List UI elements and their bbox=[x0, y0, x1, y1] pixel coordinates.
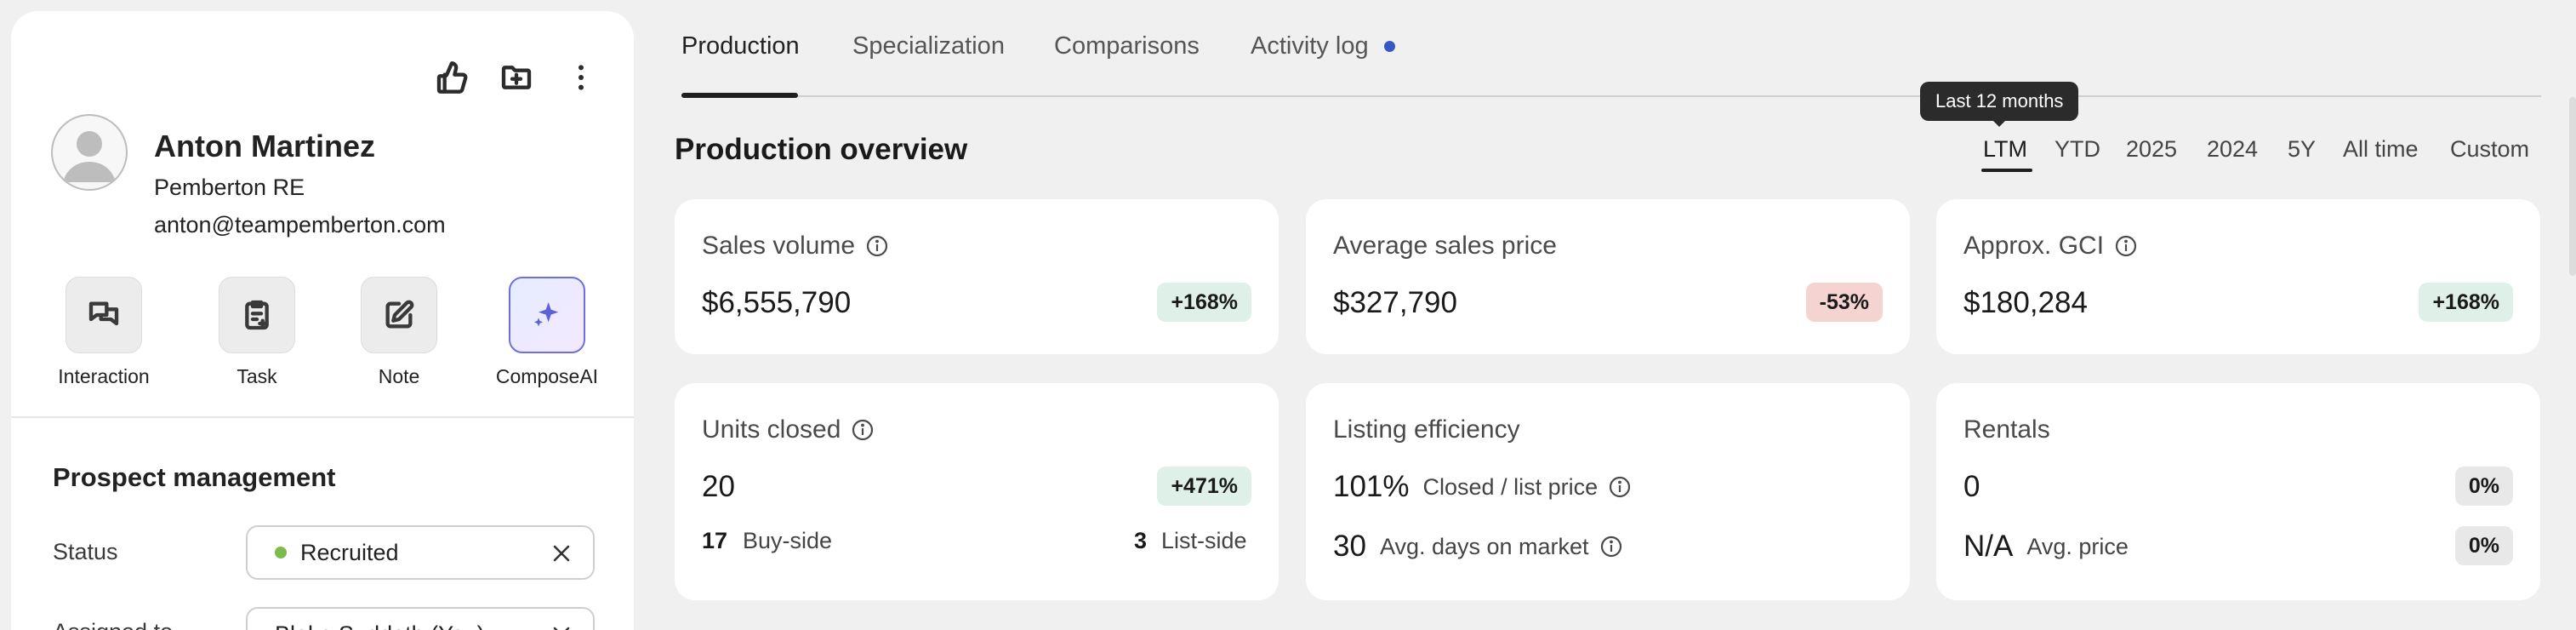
prospect-management-title: Prospect management bbox=[53, 462, 336, 492]
clear-status-icon[interactable] bbox=[550, 542, 573, 564]
task-label: Task bbox=[237, 365, 277, 387]
interaction-label: Interaction bbox=[58, 365, 150, 387]
list-side-count: 3 bbox=[1134, 528, 1148, 553]
compose-ai-label: ComposeAI bbox=[495, 365, 599, 387]
listing-efficiency-title: Listing efficiency bbox=[1333, 415, 1520, 444]
folder-plus-icon[interactable] bbox=[498, 59, 535, 96]
status-value: Recruited bbox=[300, 539, 399, 565]
days-on-market-value: 30 bbox=[1333, 530, 1366, 563]
contact-name: Anton Martinez bbox=[154, 129, 375, 163]
divider bbox=[11, 416, 634, 418]
closed-list-price-value: 101% bbox=[1333, 470, 1410, 503]
period-ytd[interactable]: YTD bbox=[2055, 136, 2100, 162]
approx-gci-card[interactable]: Approx. GCI $180,284 +168% bbox=[1936, 199, 2540, 354]
rentals-value: 0 bbox=[1963, 470, 1980, 503]
approx-gci-title: Approx. GCI bbox=[1963, 232, 2138, 261]
task-button[interactable]: Task bbox=[189, 277, 325, 388]
interaction-button[interactable]: Interaction bbox=[36, 277, 172, 388]
compose-ai-button[interactable]: ComposeAI bbox=[479, 277, 615, 388]
info-icon[interactable] bbox=[1599, 535, 1623, 558]
clear-assigned-icon[interactable] bbox=[550, 624, 573, 630]
note-label: Note bbox=[378, 365, 420, 387]
units-closed-card[interactable]: Units closed 20 +471% 17 Buy-side 3 List… bbox=[675, 383, 1279, 600]
average-sales-price-card[interactable]: Average sales price $327,790 -53% bbox=[1306, 199, 1910, 354]
note-button[interactable]: Note bbox=[331, 277, 467, 388]
rentals-avg-price-label: Avg. price bbox=[2026, 533, 2129, 559]
listing-efficiency-card[interactable]: Listing efficiency 101% Closed / list pr… bbox=[1306, 383, 1910, 600]
rentals-avg-price-row: N/A Avg. price bbox=[1963, 530, 2129, 564]
info-icon[interactable] bbox=[865, 234, 889, 258]
days-on-market-row: 30 Avg. days on market bbox=[1333, 530, 1623, 564]
approx-gci-value: $180,284 bbox=[1963, 286, 2088, 319]
task-icon bbox=[219, 277, 295, 353]
rentals-avg-price-badge: 0% bbox=[2454, 526, 2513, 565]
period-ltm[interactable]: LTM bbox=[1983, 136, 2027, 162]
rentals-label: Rentals bbox=[1963, 415, 2050, 444]
contact-panel: Anton Martinez Pemberton RE anton@teampe… bbox=[11, 11, 634, 630]
period-2025[interactable]: 2025 bbox=[2126, 136, 2178, 162]
contact-company: Pemberton RE bbox=[154, 175, 305, 200]
rentals-card[interactable]: Rentals 0 0% N/A Avg. price 0% bbox=[1936, 383, 2540, 600]
more-vertical-icon[interactable] bbox=[562, 59, 600, 96]
active-tab-indicator bbox=[681, 93, 798, 98]
units-closed-label: Units closed bbox=[702, 415, 841, 444]
period-5y[interactable]: 5Y bbox=[2288, 136, 2317, 162]
active-period-indicator bbox=[1981, 169, 2032, 172]
scrollbar[interactable] bbox=[2569, 97, 2576, 276]
tab-production[interactable]: Production bbox=[681, 32, 800, 60]
info-icon[interactable] bbox=[851, 418, 875, 442]
sales-volume-card[interactable]: Sales volume $6,555,790 +168% bbox=[675, 199, 1279, 354]
days-on-market-label: Avg. days on market bbox=[1379, 533, 1589, 559]
status-label: Status bbox=[53, 539, 118, 564]
sales-volume-title: Sales volume bbox=[702, 232, 889, 261]
listing-efficiency-label: Listing efficiency bbox=[1333, 415, 1520, 444]
units-closed-value: 20 bbox=[702, 470, 735, 503]
assigned-to-label: Assigned to bbox=[53, 619, 173, 630]
sales-volume-change-badge: +168% bbox=[1157, 283, 1251, 322]
quick-actions: Interaction Task Note ComposeAI bbox=[11, 277, 634, 404]
sales-volume-label: Sales volume bbox=[702, 232, 856, 260]
production-overview-title: Production overview bbox=[675, 133, 968, 166]
tab-activity-log[interactable]: Activity log bbox=[1251, 32, 1395, 60]
sales-volume-value: $6,555,790 bbox=[702, 286, 852, 319]
closed-list-price-row: 101% Closed / list price bbox=[1333, 470, 1632, 504]
approx-gci-change-badge: +168% bbox=[2419, 283, 2513, 322]
contact-actions bbox=[433, 59, 600, 96]
list-side-label: List-side bbox=[1161, 528, 1247, 553]
tab-bar bbox=[681, 0, 2541, 97]
period-2024[interactable]: 2024 bbox=[2207, 136, 2259, 162]
period-all-time[interactable]: All time bbox=[2343, 136, 2419, 162]
assigned-to-value: Blake Suddath (You) bbox=[275, 621, 485, 630]
average-sales-price-title: Average sales price bbox=[1333, 232, 1557, 261]
thumbs-up-icon[interactable] bbox=[433, 59, 470, 96]
avatar[interactable] bbox=[51, 114, 128, 191]
closed-list-price-label: Closed / list price bbox=[1422, 473, 1599, 500]
tab-comparisons[interactable]: Comparisons bbox=[1054, 32, 1200, 60]
tab-specialization[interactable]: Specialization bbox=[852, 32, 1005, 60]
status-dot bbox=[275, 547, 287, 558]
buy-side-label: Buy-side bbox=[743, 528, 833, 553]
contact-email[interactable]: anton@teampemberton.com bbox=[154, 212, 446, 238]
average-sales-price-label: Average sales price bbox=[1333, 232, 1557, 260]
approx-gci-label: Approx. GCI bbox=[1963, 232, 2105, 260]
chat-icon bbox=[66, 277, 142, 353]
info-icon[interactable] bbox=[1608, 475, 1632, 499]
edit-icon bbox=[361, 277, 437, 353]
average-sales-price-value: $327,790 bbox=[1333, 286, 1457, 319]
info-icon[interactable] bbox=[2114, 234, 2138, 258]
period-tooltip: Last 12 months bbox=[1920, 82, 2079, 127]
units-closed-title: Units closed bbox=[702, 415, 875, 444]
sparkle-icon bbox=[509, 277, 585, 353]
tab-activity-log-label: Activity log bbox=[1251, 32, 1369, 60]
buy-side-count: 17 bbox=[702, 528, 728, 553]
rentals-title: Rentals bbox=[1963, 415, 2050, 444]
units-closed-change-badge: +471% bbox=[1157, 467, 1251, 506]
rentals-change-badge: 0% bbox=[2454, 467, 2513, 506]
period-custom[interactable]: Custom bbox=[2450, 136, 2530, 162]
activity-indicator-dot bbox=[1383, 41, 1395, 52]
status-select[interactable]: Recruited bbox=[246, 525, 595, 580]
assigned-to-select[interactable]: Blake Suddath (You) bbox=[246, 607, 595, 630]
average-sales-price-change-badge: -53% bbox=[1805, 283, 1883, 322]
rentals-avg-price-value: N/A bbox=[1963, 530, 2014, 563]
